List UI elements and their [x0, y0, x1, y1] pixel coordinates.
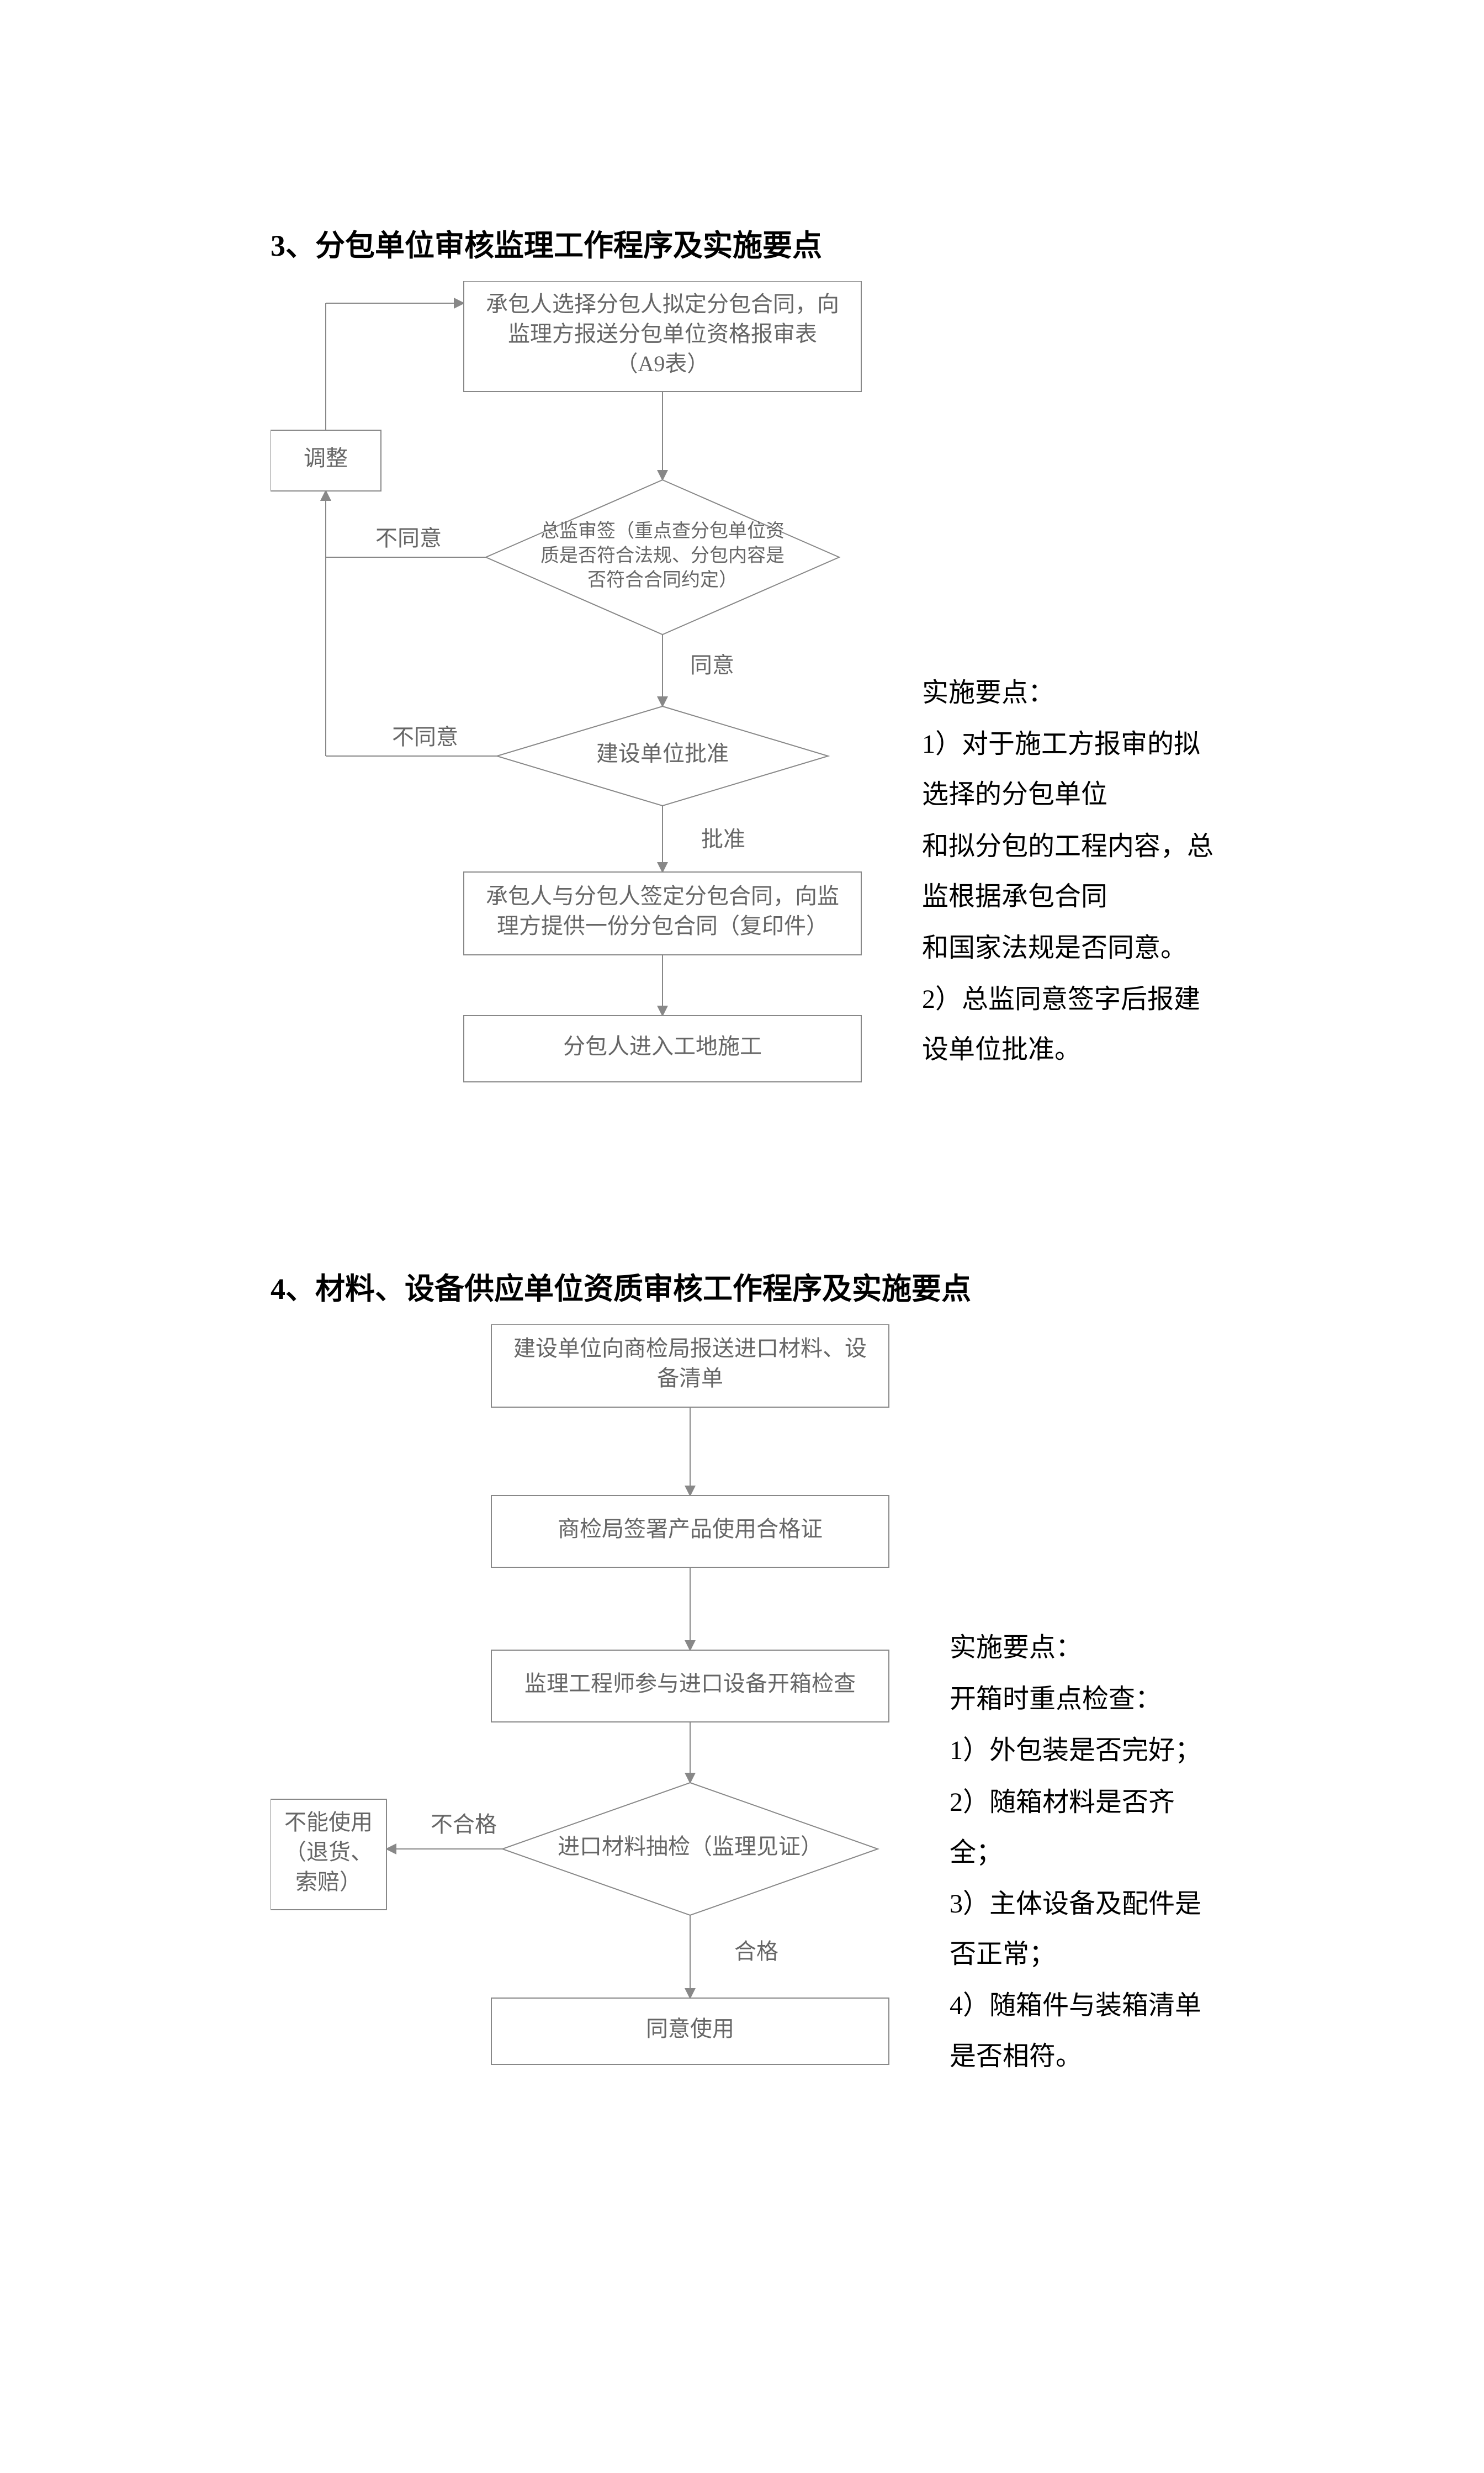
notes-item: 1）对于施工方报审的拟选择的分包单位: [922, 719, 1213, 820]
svg-text:建设单位批准: 建设单位批准: [596, 741, 729, 766]
section-3-container: 同意批准不同意不同意承包人选择分包人拟定分包合同，向监理方报送分包单位资格报审表…: [271, 281, 1213, 1109]
svg-text:建设单位向商检局报送进口材料、设: 建设单位向商检局报送进口材料、设: [513, 1336, 867, 1361]
section-4-notes: 实施要点：开箱时重点检查：1）外包装是否完好；2）随箱材料是否齐全；3）主体设备…: [916, 1623, 1213, 2083]
section-3-notes: 实施要点：1）对于施工方报审的拟选择的分包单位和拟分包的工程内容，总监根据承包合…: [889, 668, 1213, 1076]
notes-item: 2）随箱材料是否齐全；: [950, 1777, 1213, 1878]
svg-text:不能使用: 不能使用: [284, 1810, 373, 1835]
svg-text:不合格: 不合格: [431, 1812, 497, 1837]
notes-title: 实施要点：: [950, 1623, 1213, 1673]
svg-text:（A9表）: （A9表）: [616, 351, 709, 376]
notes-item: 开箱时重点检查：: [950, 1674, 1213, 1724]
svg-text:承包人选择分包人拟定分包合同，向: 承包人选择分包人拟定分包合同，向: [486, 292, 839, 316]
svg-text:备清单: 备清单: [657, 1366, 723, 1391]
section-4: 4、材料、设备供应单位资质审核工作程序及实施要点 合格 不合格 建设单位向商检局报送…: [271, 1264, 1213, 2097]
svg-text:合格: 合格: [734, 1939, 778, 1964]
notes-item: 和国家法规是否同意。: [922, 923, 1213, 973]
svg-text:监理工程师参与进口设备开箱检查: 监理工程师参与进口设备开箱检查: [524, 1671, 856, 1696]
svg-text:商检局签署产品使用合格证: 商检局签署产品使用合格证: [558, 1516, 823, 1541]
svg-text:监理方报送分包单位资格报审表: 监理方报送分包单位资格报审表: [508, 321, 817, 346]
notes-title: 实施要点：: [922, 668, 1213, 718]
section-4-title: 4、材料、设备供应单位资质审核工作程序及实施要点: [271, 1264, 1213, 1308]
notes-item: 2）总监同意签字后报建设单位批准。: [922, 974, 1213, 1075]
svg-text:（退货、: （退货、: [284, 1840, 373, 1864]
svg-text:不同意: 不同意: [392, 725, 458, 749]
flowchart-4: 合格 不合格 建设单位向商检局报送进口材料、设备清单商检局签署产品使用合格证监理工程…: [271, 1324, 916, 2097]
notes-item: 3）主体设备及配件是否正常；: [950, 1879, 1213, 1979]
svg-text:不同意: 不同意: [375, 526, 442, 551]
svg-text:理方提供一份分包合同（复印件）: 理方提供一份分包合同（复印件）: [497, 913, 828, 938]
section-4-container: 合格 不合格 建设单位向商检局报送进口材料、设备清单商检局签署产品使用合格证监理工程…: [271, 1324, 1213, 2097]
svg-text:总监审签（重点查分包单位资: 总监审签（重点查分包单位资: [540, 521, 785, 542]
svg-text:同意使用: 同意使用: [646, 2016, 734, 2041]
flowchart-3: 同意批准不同意不同意承包人选择分包人拟定分包合同，向监理方报送分包单位资格报审表…: [271, 281, 889, 1109]
svg-text:承包人与分包人签定分包合同，向监: 承包人与分包人签定分包合同，向监: [486, 884, 839, 908]
svg-text:否符合合同约定）: 否符合合同约定）: [587, 569, 738, 590]
svg-text:调整: 调整: [304, 446, 348, 471]
section-3-title: 3、分包单位审核监理工作程序及实施要点: [271, 221, 1213, 265]
notes-item: 1）外包装是否完好；: [950, 1725, 1213, 1776]
section-3: 3、分包单位审核监理工作程序及实施要点 同意批准不同意不同意承包人选择分包人拟定…: [271, 221, 1213, 1109]
notes-item: 4）随箱件与装箱清单是否相符。: [950, 1980, 1213, 2081]
notes-item: 和拟分包的工程内容，总监根据承包合同: [922, 821, 1213, 922]
svg-text:分包人进入工地施工: 分包人进入工地施工: [563, 1034, 762, 1059]
svg-text:进口材料抽检（监理见证）: 进口材料抽检（监理见证）: [558, 1834, 823, 1859]
svg-text:批准: 批准: [701, 827, 745, 852]
svg-text:索赔）: 索赔）: [295, 1869, 362, 1894]
svg-text:质是否符合法规、分包内容是: 质是否符合法规、分包内容是: [540, 545, 785, 566]
svg-text:同意: 同意: [690, 653, 734, 678]
